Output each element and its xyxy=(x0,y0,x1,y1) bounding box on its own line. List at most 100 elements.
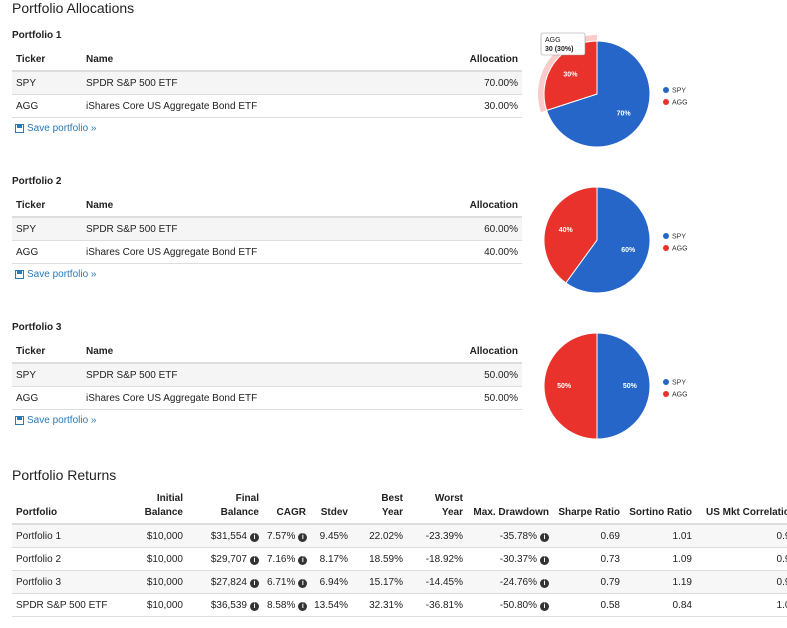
cell: 13.54% xyxy=(310,593,352,617)
cell: $27,824 xyxy=(187,570,263,594)
header-row: Ticker Name Allocation xyxy=(12,340,522,364)
pie-chart: 60% 40% SPY AGG xyxy=(543,186,688,294)
header-line: Year xyxy=(381,507,403,518)
header-line: Initial xyxy=(156,493,183,504)
slice-label: 30% xyxy=(563,72,578,79)
returns-row: Portfolio 1$10,000$31,5547.57%9.45%22.02… xyxy=(12,524,787,548)
save-portfolio-link[interactable]: Save portfolio » xyxy=(15,269,97,280)
header-line: Worst xyxy=(434,493,463,504)
column-header: Ticker xyxy=(12,48,82,72)
column-header: Initial Balance xyxy=(120,492,187,525)
cell: $10,000 xyxy=(120,547,187,571)
column-header: US Mkt Correlation xyxy=(696,492,787,525)
header-row: Ticker Name Allocation xyxy=(12,194,522,218)
cell: 50.00% xyxy=(382,386,522,410)
column-header: Allocation xyxy=(382,48,522,72)
cell: 0.73 xyxy=(553,547,624,571)
cell: SPY xyxy=(12,363,82,387)
header-row: Portfolio Initial Balance Final Balance CAGR S… xyxy=(12,492,787,525)
cell: 1.09 xyxy=(624,547,696,571)
column-header: Portfolio xyxy=(12,492,120,525)
column-header: Name xyxy=(82,194,382,218)
cell: iShares Core US Aggregate Bond ETF xyxy=(82,386,382,410)
cell: SPDR S&P 500 ETF xyxy=(12,593,120,617)
slice-label: 70% xyxy=(617,110,632,117)
cell: $10,000 xyxy=(120,593,187,617)
header-line: Stdev xyxy=(320,507,348,518)
column-header: Name xyxy=(82,340,382,364)
cell: 1.01 xyxy=(624,524,696,548)
cell: 18.59% xyxy=(352,547,407,571)
column-header: Sharpe Ratio xyxy=(553,492,624,525)
cell: 32.31% xyxy=(352,593,407,617)
slice-label: 50% xyxy=(557,383,572,390)
returns-table: Portfolio Initial Balance Final Balance CAGR S… xyxy=(12,492,787,617)
cell: 15.17% xyxy=(352,570,407,594)
legend-label: AGG xyxy=(672,246,688,253)
cell: -18.92% xyxy=(407,547,467,571)
cell: 7.16% xyxy=(263,547,310,571)
portfolio-block: Portfolio 3 Ticker Name Allocation SPY SPDR S… xyxy=(0,322,787,468)
portfolio-label: Portfolio 1 xyxy=(12,30,62,41)
pie-slice xyxy=(543,40,598,112)
column-header: Ticker xyxy=(12,194,82,218)
slice-label: 50% xyxy=(623,383,638,390)
cell: $10,000 xyxy=(120,524,187,548)
legend-swatch xyxy=(663,245,669,251)
legend-label: SPY xyxy=(672,380,686,387)
cell: 6.71% xyxy=(263,570,310,594)
allocation-table: Ticker Name Allocation SPY SPDR S&P 500 ETF 5… xyxy=(12,340,522,410)
header-line: Best xyxy=(381,493,403,504)
cell: -35.78% xyxy=(467,524,553,548)
cell: Portfolio 2 xyxy=(12,547,120,571)
cell: -36.81% xyxy=(407,593,467,617)
slice-label: 40% xyxy=(559,227,574,234)
cell: 8.58% xyxy=(263,593,310,617)
header-line: Portfolio xyxy=(16,507,58,518)
save-text: Save portfolio » xyxy=(27,123,97,134)
pie-chart: 70% 30% SPY AGG AGG 30 (30%) xyxy=(538,32,688,148)
cell: SPY xyxy=(12,71,82,95)
legend-label: SPY xyxy=(672,234,686,241)
column-header: Ticker xyxy=(12,340,82,364)
pie-slice xyxy=(545,40,651,148)
header-line: Balance xyxy=(220,507,259,518)
cell: SPY xyxy=(12,217,82,241)
cell: -30.37% xyxy=(467,547,553,571)
save-icon xyxy=(15,416,24,425)
cell: AGG xyxy=(12,386,82,410)
save-portfolio-link[interactable]: Save portfolio » xyxy=(15,123,97,134)
cell: 0.98 xyxy=(696,524,787,548)
cell: 8.17% xyxy=(310,547,352,571)
cell: 0.69 xyxy=(553,524,624,548)
section-title: Portfolio Allocations xyxy=(12,0,135,16)
returns-row: Portfolio 3$10,000$27,8246.71%6.94%15.17… xyxy=(12,570,787,594)
cell: $29,707 xyxy=(187,547,263,571)
header-line: Sharpe Ratio xyxy=(558,507,620,518)
column-header: Allocation xyxy=(382,194,522,218)
allocation-table: Ticker Name Allocation SPY SPDR S&P 500 ETF 6… xyxy=(12,194,522,264)
header-line: CAGR xyxy=(276,507,306,518)
save-icon xyxy=(15,270,24,279)
portfolio-label: Portfolio 2 xyxy=(12,176,62,187)
tooltip-value: 30 (30%) xyxy=(545,46,573,53)
pie-chart: 50% 50% SPY AGG xyxy=(543,332,688,440)
cell: 22.02% xyxy=(352,524,407,548)
cell: -24.76% xyxy=(467,570,553,594)
header-line: Sortino Ratio xyxy=(629,507,692,518)
cell: Portfolio 3 xyxy=(12,570,120,594)
pie-slice xyxy=(543,332,598,440)
header-line: Balance xyxy=(144,507,183,518)
cell: 0.98 xyxy=(696,570,787,594)
slice-label: 60% xyxy=(621,247,636,254)
cell: 70.00% xyxy=(382,71,522,95)
column-header: Worst Year xyxy=(407,492,467,525)
cell: iShares Core US Aggregate Bond ETF xyxy=(82,94,382,118)
save-portfolio-link[interactable]: Save portfolio » xyxy=(15,415,97,426)
cell: 0.84 xyxy=(624,593,696,617)
cell: 0.58 xyxy=(553,593,624,617)
cell: $10,000 xyxy=(120,570,187,594)
legend-swatch xyxy=(663,233,669,239)
holding-row: AGG iShares Core US Aggregate Bond ETF 40.… xyxy=(12,240,522,264)
pie-slice xyxy=(543,186,598,284)
